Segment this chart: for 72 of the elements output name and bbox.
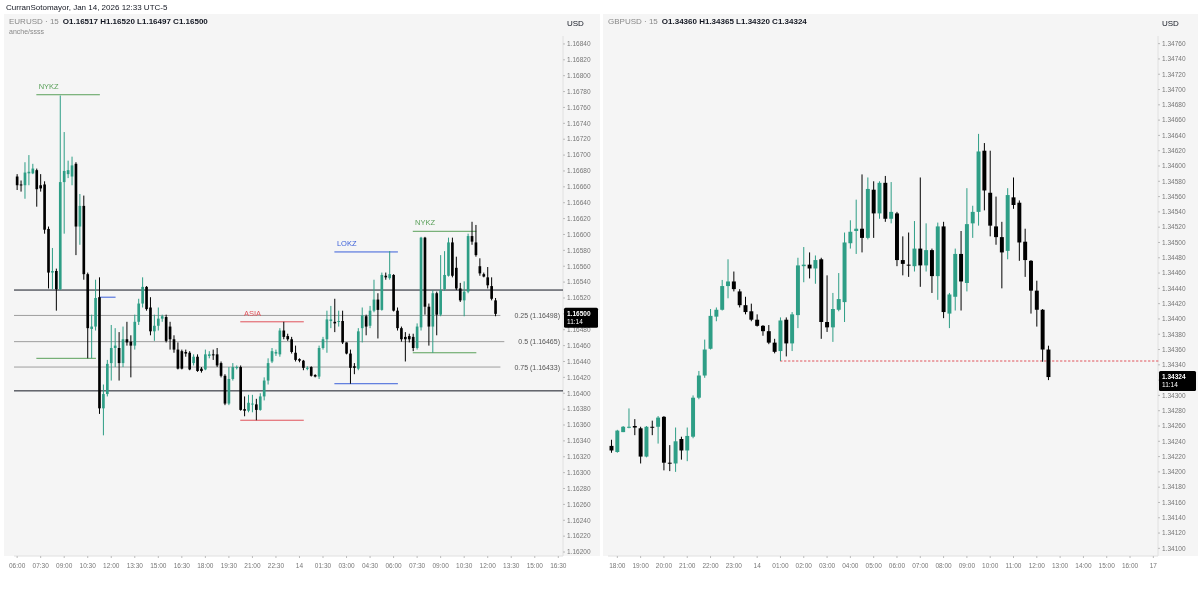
candlestick bbox=[924, 222, 929, 273]
candlestick bbox=[871, 180, 876, 239]
candlestick bbox=[900, 235, 905, 276]
candlestick bbox=[889, 181, 894, 224]
candlestick bbox=[62, 131, 66, 235]
candlestick bbox=[458, 282, 462, 303]
candlestick bbox=[404, 331, 407, 362]
candlestick bbox=[667, 444, 672, 472]
candlestick bbox=[999, 221, 1004, 289]
candlestick bbox=[133, 314, 137, 351]
candlestick bbox=[720, 279, 725, 312]
candlestick bbox=[141, 276, 144, 309]
candlestick bbox=[211, 349, 215, 361]
chart-title: GBPUSD · 15 bbox=[608, 17, 658, 26]
candlestick bbox=[1023, 228, 1028, 278]
candlestick bbox=[656, 415, 661, 445]
y-axis-title: USD bbox=[567, 19, 585, 28]
candlestick bbox=[1034, 280, 1039, 328]
chart-title: EURUSD · 15 bbox=[9, 17, 59, 26]
candlestick bbox=[912, 220, 917, 273]
candlestick bbox=[113, 327, 117, 368]
candlestick bbox=[679, 436, 684, 461]
candlestick bbox=[137, 298, 141, 326]
candlestick bbox=[825, 274, 830, 333]
candlestick bbox=[188, 350, 192, 371]
chart-subtitle: O1.16517 H1.16520 L1.16497 C1.16500 bbox=[62, 17, 209, 26]
text: CurranSotomayor, Jan 14, 2026 12:33 UTC-5 bbox=[6, 3, 168, 12]
candlestick bbox=[156, 307, 160, 332]
candlestick bbox=[329, 305, 333, 329]
candlestick bbox=[274, 349, 278, 357]
candlestick bbox=[766, 324, 771, 345]
candlestick bbox=[204, 349, 207, 371]
candlestick bbox=[388, 250, 392, 281]
candlestick bbox=[486, 266, 490, 289]
candlestick bbox=[626, 407, 631, 429]
candlestick bbox=[341, 310, 344, 345]
candlestick bbox=[737, 288, 742, 308]
candlestick bbox=[813, 254, 818, 285]
candlestick bbox=[726, 258, 730, 299]
candlestick bbox=[55, 268, 58, 312]
candlestick bbox=[102, 384, 105, 436]
candlestick bbox=[673, 427, 678, 473]
candlestick bbox=[761, 324, 765, 337]
candlestick bbox=[255, 398, 258, 421]
candlestick bbox=[731, 271, 736, 292]
candlestick bbox=[615, 429, 620, 454]
candlestick bbox=[784, 316, 789, 357]
candlestick bbox=[153, 314, 156, 342]
y-axis-title: USD bbox=[1162, 19, 1180, 28]
candlestick bbox=[349, 349, 352, 385]
candlestick bbox=[35, 168, 39, 208]
candlestick bbox=[947, 292, 952, 329]
candlestick bbox=[396, 307, 399, 332]
candlestick bbox=[970, 205, 975, 239]
chart-subtitle: O1.34360 H1.34365 L1.34320 C1.34324 bbox=[661, 17, 808, 26]
candlestick bbox=[337, 310, 341, 328]
candlestick bbox=[918, 176, 923, 288]
candlestick bbox=[494, 297, 497, 317]
candlestick bbox=[51, 247, 54, 290]
candlestick bbox=[435, 291, 439, 336]
candlestick bbox=[109, 324, 113, 382]
candlestick bbox=[685, 427, 690, 462]
candlestick bbox=[994, 196, 999, 246]
candlestick bbox=[860, 173, 865, 253]
candlestick bbox=[906, 232, 911, 278]
candlestick bbox=[490, 276, 493, 301]
candlestick bbox=[696, 370, 701, 400]
candlestick bbox=[90, 314, 93, 359]
candlestick bbox=[360, 307, 364, 343]
candlestick bbox=[836, 272, 841, 312]
candlestick bbox=[251, 394, 254, 413]
candlestick bbox=[830, 292, 835, 343]
